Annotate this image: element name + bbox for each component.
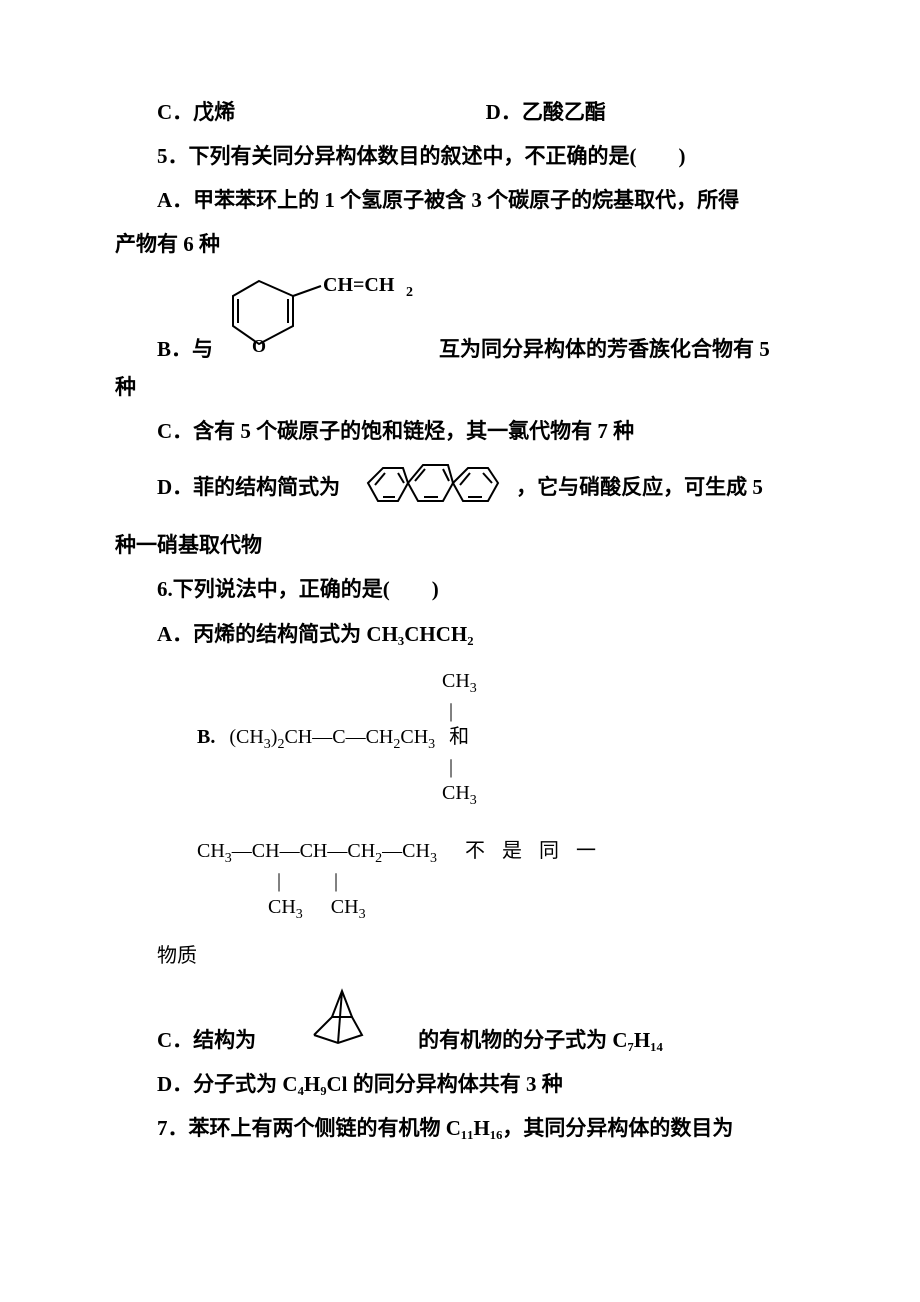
q6b-f1-top: CH3 [442,670,477,692]
q5-optA-l1: A．甲苯苯环上的 1 个氢原子被含 3 个碳原子的烷基取代，所得 [115,178,805,222]
q6b-f1-main: (CH3)2CH—C—CH2CH3 [229,724,435,754]
q6-optB-matter: 物质 [157,943,805,969]
phenanthrene-structure-icon [348,453,508,523]
q5-optC: C．含有 5 个碳原子的饱和链烃，其一氯代物有 7 种 [115,409,805,453]
q5-optB-pre: B．与 [157,335,213,364]
q6b-f1-bot: CH3 [442,782,477,804]
q4-optc: C．戊烯 [157,100,235,124]
q5-optD-row: D．菲的结构简式为 ，它与硝酸反应，可生成 5 [115,453,805,523]
q5-stem: 5．下列有关同分异构体数目的叙述中，不正确的是( ) [115,134,805,178]
q6b-f2-bot-a: CH3 [268,896,303,918]
q5-optD-l2: 种一硝基取代物 [115,523,805,567]
q4-options-cd: C．戊烯 D．乙酸乙酯 [115,90,805,134]
q6-optD: D．分子式为 C₄H₉Cl 的同分异构体共有 3 种 [115,1062,805,1106]
q6-optC-row: C．结构为 的有机物的分子式为 C₇H₁₄ [115,983,805,1062]
q6-optB-block: CH3 | B. (CH3)2CH—C—CH2CH3 和 | CH3 CH3—C… [115,668,805,969]
svg-text:2: 2 [406,285,413,300]
q6-optC-post: 的有机物的分子式为 C₇H₁₄ [376,1018,663,1062]
q6-optA: A．丙烯的结构简式为 CH₃CHCH₂ [115,612,805,656]
svg-text:CH=CH: CH=CH [323,274,395,296]
q7-stem: 7．苯环上有两个侧链的有机物 C₁₁H₁₆，其同分异构体的数目为 [115,1106,805,1150]
q5-optB-l2: 种 [115,365,805,409]
q6-stem: 6.下列说法中，正确的是( ) [115,567,805,611]
q6b-f2-main: CH3—CH—CH—CH2—CH3 [197,838,437,868]
q5-optB-post: 互为同分异构体的芳香族化合物有 5 [439,335,770,364]
svg-text:O: O [252,336,266,356]
q6-optB-label: B. [197,724,215,750]
q5-optA-l2: 产物有 6 种 [115,222,805,266]
pyran-vinyl-structure-icon: O CH=CH 2 [221,266,431,364]
q5-optD-pre: D．菲的结构简式为 [157,473,340,502]
q6-optB-not-same: 不 是 同 一 [465,838,602,864]
q6-optC-pre: C．结构为 [115,1018,256,1062]
bicyclo-structure-icon [260,983,372,1062]
q5-optB-row: B．与 O CH=CH 2 互为同分异构体的芳香族化合物有 5 [115,266,805,364]
q4-optd: D．乙酸乙酯 [486,100,606,124]
q6b-f2-bot-b: CH3 [331,896,366,918]
q6-optB-and: 和 [449,724,469,750]
q5-optD-post: ，它与硝酸反应，可生成 5 [516,473,763,502]
